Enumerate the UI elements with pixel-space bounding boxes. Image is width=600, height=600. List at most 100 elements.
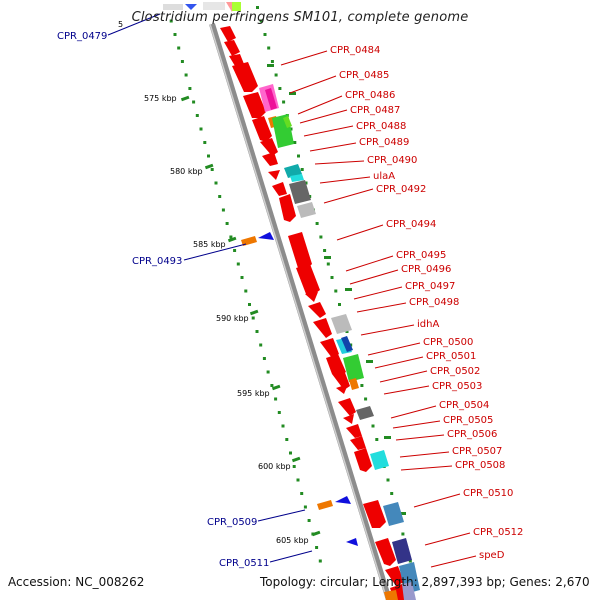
track-dot	[281, 424, 285, 428]
track-dot	[263, 33, 267, 36]
tick-mark	[324, 256, 331, 259]
reverse-strand-genes	[241, 232, 358, 546]
gene-block	[163, 4, 183, 10]
track-dot	[248, 303, 251, 306]
gene-label: CPR_0503	[432, 381, 482, 392]
track-dot	[266, 370, 270, 374]
track-dot	[180, 60, 184, 63]
track-dot	[240, 276, 244, 279]
gene-label: idhA	[417, 319, 439, 330]
gene-label: CPR_0493	[132, 256, 182, 267]
gene-label: CPR_0488	[356, 121, 406, 132]
gene-arrow	[262, 152, 278, 166]
track-dot	[218, 195, 222, 198]
track-dot	[390, 492, 394, 495]
gene-label: CPR_0504	[439, 400, 489, 411]
gene-arrow	[335, 496, 351, 504]
genome-backbone-highlight	[209, 23, 388, 600]
gene-arrow	[279, 194, 296, 222]
gene-block	[370, 450, 389, 470]
gene-arrow	[354, 448, 372, 472]
track-dot	[214, 181, 218, 185]
forward-gene-labels: CPR_0484 CPR_0485 CPR_0486 CPR_0487 CPR_…	[330, 45, 523, 561]
track-dot	[375, 438, 379, 441]
gene-arrow	[296, 264, 320, 296]
track-dot	[401, 532, 405, 536]
track-dot	[188, 87, 192, 90]
gene-arrow	[320, 338, 339, 358]
track-dot	[364, 397, 368, 401]
gene-label: speD	[479, 550, 505, 561]
gene-block	[290, 174, 304, 182]
gene-arrow	[272, 182, 287, 196]
gene-block	[317, 500, 333, 510]
track-dot	[318, 559, 322, 563]
track-dot	[278, 87, 282, 90]
accession-text: Accession: NC_008262	[8, 575, 145, 589]
track-dot	[270, 384, 274, 387]
track-dot	[244, 289, 248, 293]
gene-block	[341, 336, 353, 352]
gene-label: CPR_0509	[207, 517, 257, 528]
tick-mark	[249, 309, 259, 316]
tick-mark	[366, 360, 373, 363]
gene-arrow	[313, 318, 332, 338]
gene-label: CPR_0510	[463, 488, 513, 499]
track-dot	[371, 424, 375, 428]
track-dot	[315, 546, 319, 549]
gene-label: CPR_0500	[423, 337, 473, 348]
gene-arrow	[185, 4, 197, 10]
gene-label: CPR_0498	[409, 297, 459, 308]
gene-arrow	[224, 40, 240, 56]
gene-block	[265, 88, 277, 110]
tick-mark	[311, 530, 321, 537]
gene-block	[402, 582, 416, 600]
gene-arrow	[258, 232, 274, 240]
track-dot	[326, 262, 330, 266]
tick-label: 590 kbp	[216, 314, 249, 323]
track-dot	[210, 168, 214, 171]
track-dot	[262, 357, 266, 360]
track-dot	[304, 181, 308, 185]
gene-arrow	[308, 302, 326, 318]
gene-label: CPR_0507	[452, 446, 502, 457]
track-dot	[195, 114, 199, 117]
gene-label: CPR_0490	[367, 155, 417, 166]
track-dot	[270, 60, 274, 63]
track-dot	[259, 19, 263, 23]
tick-label: 5	[118, 20, 123, 29]
gene-arrow	[326, 354, 346, 376]
gene-arrow	[375, 538, 396, 566]
gene-label: ulaA	[373, 171, 395, 182]
track-dot	[303, 505, 307, 509]
gene-arrow	[336, 384, 348, 394]
track-dot	[229, 235, 233, 239]
track-dot	[292, 465, 296, 468]
track-dot	[293, 141, 297, 144]
track-dot	[315, 222, 319, 225]
gene-label: CPR_0501	[426, 351, 476, 362]
track-dot	[386, 478, 390, 482]
gene-label: CPR_0486	[345, 90, 395, 101]
tick-mark	[180, 95, 190, 102]
track-dot	[192, 100, 196, 104]
gene-arrow	[385, 566, 404, 586]
gene-arrow	[343, 414, 354, 424]
top-partial-features	[163, 2, 241, 12]
genome-title: Clostridium perfringens SM101, complete …	[131, 10, 469, 25]
gene-arrow	[363, 500, 386, 528]
gene-arrow	[260, 138, 278, 156]
track-dot	[297, 154, 300, 158]
gene-block	[392, 538, 412, 564]
track-dot	[199, 127, 203, 131]
tick-mark	[204, 163, 214, 170]
track-dot	[319, 235, 323, 239]
gene-block	[331, 314, 352, 334]
gene-arrow	[229, 54, 244, 66]
gene-block	[241, 236, 257, 246]
gene-label: CPR_0495	[396, 250, 446, 261]
gene-label: CPR_0489	[359, 137, 409, 148]
gene-label: CPR_0494	[386, 219, 436, 230]
